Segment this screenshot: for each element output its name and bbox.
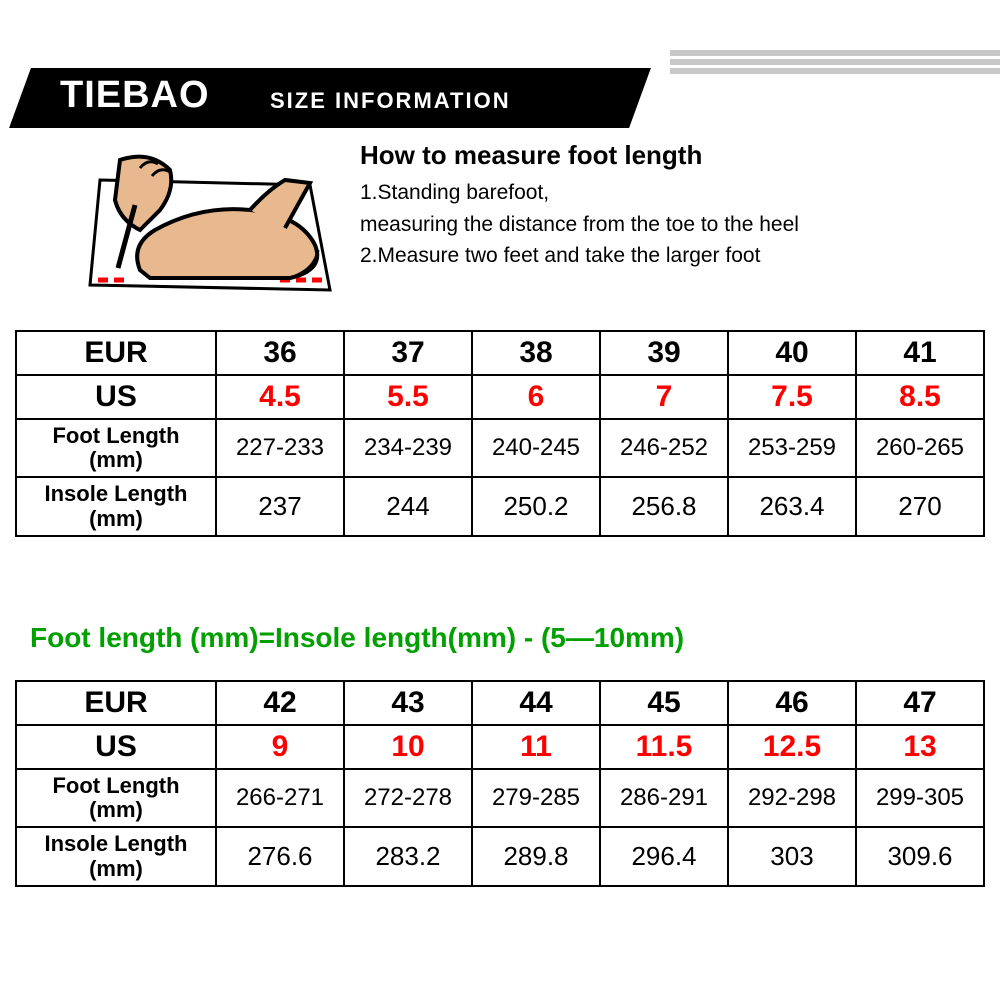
cell: 303 — [728, 827, 856, 885]
size-table-2: EUR 42 43 44 45 46 47 US 9 10 11 11.5 12… — [15, 680, 985, 887]
brand-name: TIEBAO — [60, 74, 210, 117]
cell: 5.5 — [344, 375, 472, 419]
measure-title: How to measure foot length — [360, 140, 960, 171]
cell: 43 — [344, 681, 472, 725]
cell: 44 — [472, 681, 600, 725]
cell: 283.2 — [344, 827, 472, 885]
cell: 4.5 — [216, 375, 344, 419]
cell: 8.5 — [856, 375, 984, 419]
table-row: Foot Length (mm) 266-271 272-278 279-285… — [16, 769, 984, 827]
table-row: EUR 36 37 38 39 40 41 — [16, 331, 984, 375]
row-label-eur: EUR — [16, 331, 216, 375]
cell: 276.6 — [216, 827, 344, 885]
cell: 250.2 — [472, 477, 600, 535]
cell: 46 — [728, 681, 856, 725]
cell: 289.8 — [472, 827, 600, 885]
measure-step2: 2.Measure two feet and take the larger f… — [360, 240, 960, 272]
cell: 309.6 — [856, 827, 984, 885]
row-label-us: US — [16, 375, 216, 419]
row-label-foot: Foot Length (mm) — [16, 769, 216, 827]
decorative-lines — [670, 50, 1000, 80]
label-line: (mm) — [89, 856, 143, 881]
cell: 36 — [216, 331, 344, 375]
formula-text: Foot length (mm)=Insole length(mm) - (5—… — [30, 622, 684, 654]
cell: 270 — [856, 477, 984, 535]
cell: 272-278 — [344, 769, 472, 827]
cell: 263.4 — [728, 477, 856, 535]
measure-step1: 1.Standing barefoot, — [360, 177, 960, 209]
cell: 40 — [728, 331, 856, 375]
cell: 246-252 — [600, 419, 728, 477]
cell: 286-291 — [600, 769, 728, 827]
size-table-1: EUR 36 37 38 39 40 41 US 4.5 5.5 6 7 7.5… — [15, 330, 985, 537]
foot-illustration — [80, 150, 350, 300]
cell: 45 — [600, 681, 728, 725]
label-line: Insole Length — [45, 481, 188, 506]
cell: 237 — [216, 477, 344, 535]
cell: 234-239 — [344, 419, 472, 477]
cell: 292-298 — [728, 769, 856, 827]
cell: 39 — [600, 331, 728, 375]
cell: 7.5 — [728, 375, 856, 419]
measure-step1b: measuring the distance from the toe to t… — [360, 209, 960, 241]
cell: 12.5 — [728, 725, 856, 769]
label-line: (mm) — [89, 797, 143, 822]
cell: 279-285 — [472, 769, 600, 827]
cell: 244 — [344, 477, 472, 535]
cell: 260-265 — [856, 419, 984, 477]
label-line: Foot Length — [52, 423, 179, 448]
cell: 37 — [344, 331, 472, 375]
row-label-eur: EUR — [16, 681, 216, 725]
table-row: Insole Length (mm) 237 244 250.2 256.8 2… — [16, 477, 984, 535]
label-line: Foot Length — [52, 773, 179, 798]
label-line: (mm) — [89, 506, 143, 531]
cell: 41 — [856, 331, 984, 375]
measure-text: How to measure foot length 1.Standing ba… — [360, 140, 960, 272]
cell: 13 — [856, 725, 984, 769]
header-banner: TIEBAO SIZE INFORMATION — [0, 68, 1000, 128]
cell: 256.8 — [600, 477, 728, 535]
cell: 253-259 — [728, 419, 856, 477]
row-label-insole: Insole Length (mm) — [16, 477, 216, 535]
cell: 299-305 — [856, 769, 984, 827]
row-label-us: US — [16, 725, 216, 769]
measure-section: How to measure foot length 1.Standing ba… — [40, 140, 960, 310]
cell: 38 — [472, 331, 600, 375]
cell: 266-271 — [216, 769, 344, 827]
cell: 227-233 — [216, 419, 344, 477]
banner-subtitle: SIZE INFORMATION — [270, 88, 511, 114]
cell: 296.4 — [600, 827, 728, 885]
row-label-insole: Insole Length (mm) — [16, 827, 216, 885]
row-label-foot: Foot Length (mm) — [16, 419, 216, 477]
table-row: US 4.5 5.5 6 7 7.5 8.5 — [16, 375, 984, 419]
table-row: Foot Length (mm) 227-233 234-239 240-245… — [16, 419, 984, 477]
table-row: EUR 42 43 44 45 46 47 — [16, 681, 984, 725]
cell: 11.5 — [600, 725, 728, 769]
table-row: Insole Length (mm) 276.6 283.2 289.8 296… — [16, 827, 984, 885]
cell: 10 — [344, 725, 472, 769]
cell: 42 — [216, 681, 344, 725]
cell: 11 — [472, 725, 600, 769]
cell: 6 — [472, 375, 600, 419]
cell: 7 — [600, 375, 728, 419]
cell: 240-245 — [472, 419, 600, 477]
cell: 9 — [216, 725, 344, 769]
cell: 47 — [856, 681, 984, 725]
table-row: US 9 10 11 11.5 12.5 13 — [16, 725, 984, 769]
label-line: (mm) — [89, 447, 143, 472]
label-line: Insole Length — [45, 831, 188, 856]
